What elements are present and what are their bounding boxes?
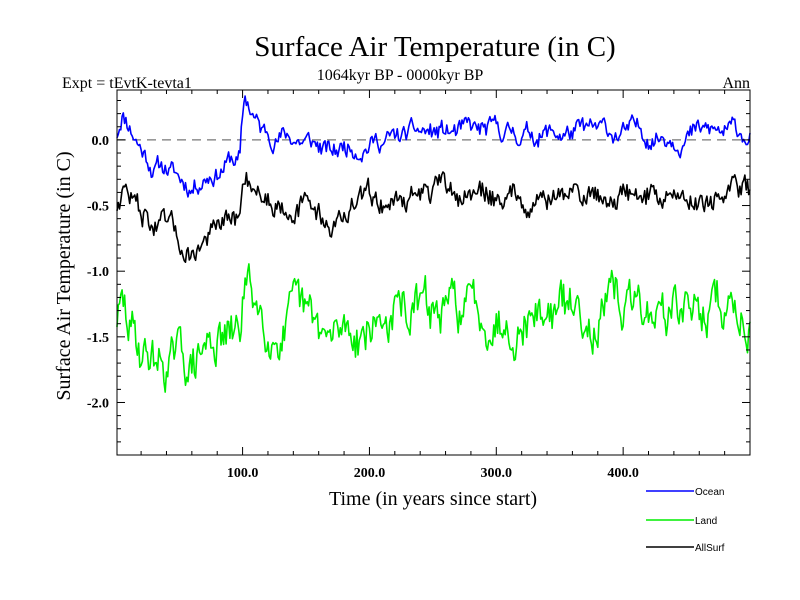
x-tick-label: 300.0 bbox=[481, 466, 513, 481]
time-range-label: 1064kyr BP - 0000kyr BP bbox=[317, 67, 484, 84]
series-line-ocean bbox=[116, 95, 751, 198]
chart-title: Surface Air Temperature (in C) bbox=[254, 31, 615, 63]
legend-label-ocean: Ocean bbox=[695, 487, 724, 498]
y-tick-label: -1.5 bbox=[87, 331, 109, 346]
y-tick-label: -0.5 bbox=[87, 200, 109, 215]
x-axis-label: Time (in years since start) bbox=[329, 488, 537, 510]
legend-label-allsurf: AllSurf bbox=[695, 543, 725, 554]
legend-label-land: Land bbox=[695, 516, 717, 527]
legend: Ocean Land AllSurf bbox=[646, 487, 725, 554]
plot-area: 100.0 200.0 300.0 400.0 0.0 -0.5 -1.0 -1.5 -2.0 bbox=[87, 89, 751, 481]
season-label: Ann bbox=[722, 75, 750, 92]
x-tick-label: 100.0 bbox=[227, 466, 259, 481]
x-tick-label: 200.0 bbox=[354, 466, 386, 481]
series-line-allsurf bbox=[116, 171, 751, 264]
y-tick-label: -2.0 bbox=[87, 396, 109, 411]
y-tick-label: 0.0 bbox=[92, 134, 110, 149]
experiment-label: Expt = tEvtK-tevta1 bbox=[62, 75, 192, 92]
y-tick-label: -1.0 bbox=[87, 265, 109, 280]
series-line-land bbox=[116, 263, 751, 393]
plot-frame bbox=[116, 89, 751, 456]
y-axis-label: Surface Air Temperature (in C) bbox=[53, 151, 75, 400]
x-tick-label: 400.0 bbox=[607, 466, 639, 481]
